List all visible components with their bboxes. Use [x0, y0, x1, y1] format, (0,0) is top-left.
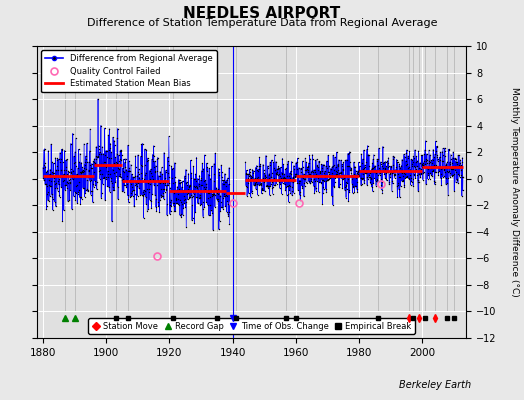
Text: Berkeley Earth: Berkeley Earth [399, 380, 472, 390]
Y-axis label: Monthly Temperature Anomaly Difference (°C): Monthly Temperature Anomaly Difference (… [510, 87, 519, 297]
Text: NEEDLES AIRPORT: NEEDLES AIRPORT [183, 6, 341, 21]
Text: Difference of Station Temperature Data from Regional Average: Difference of Station Temperature Data f… [87, 18, 437, 28]
Legend: Station Move, Record Gap, Time of Obs. Change, Empirical Break: Station Move, Record Gap, Time of Obs. C… [89, 318, 414, 334]
